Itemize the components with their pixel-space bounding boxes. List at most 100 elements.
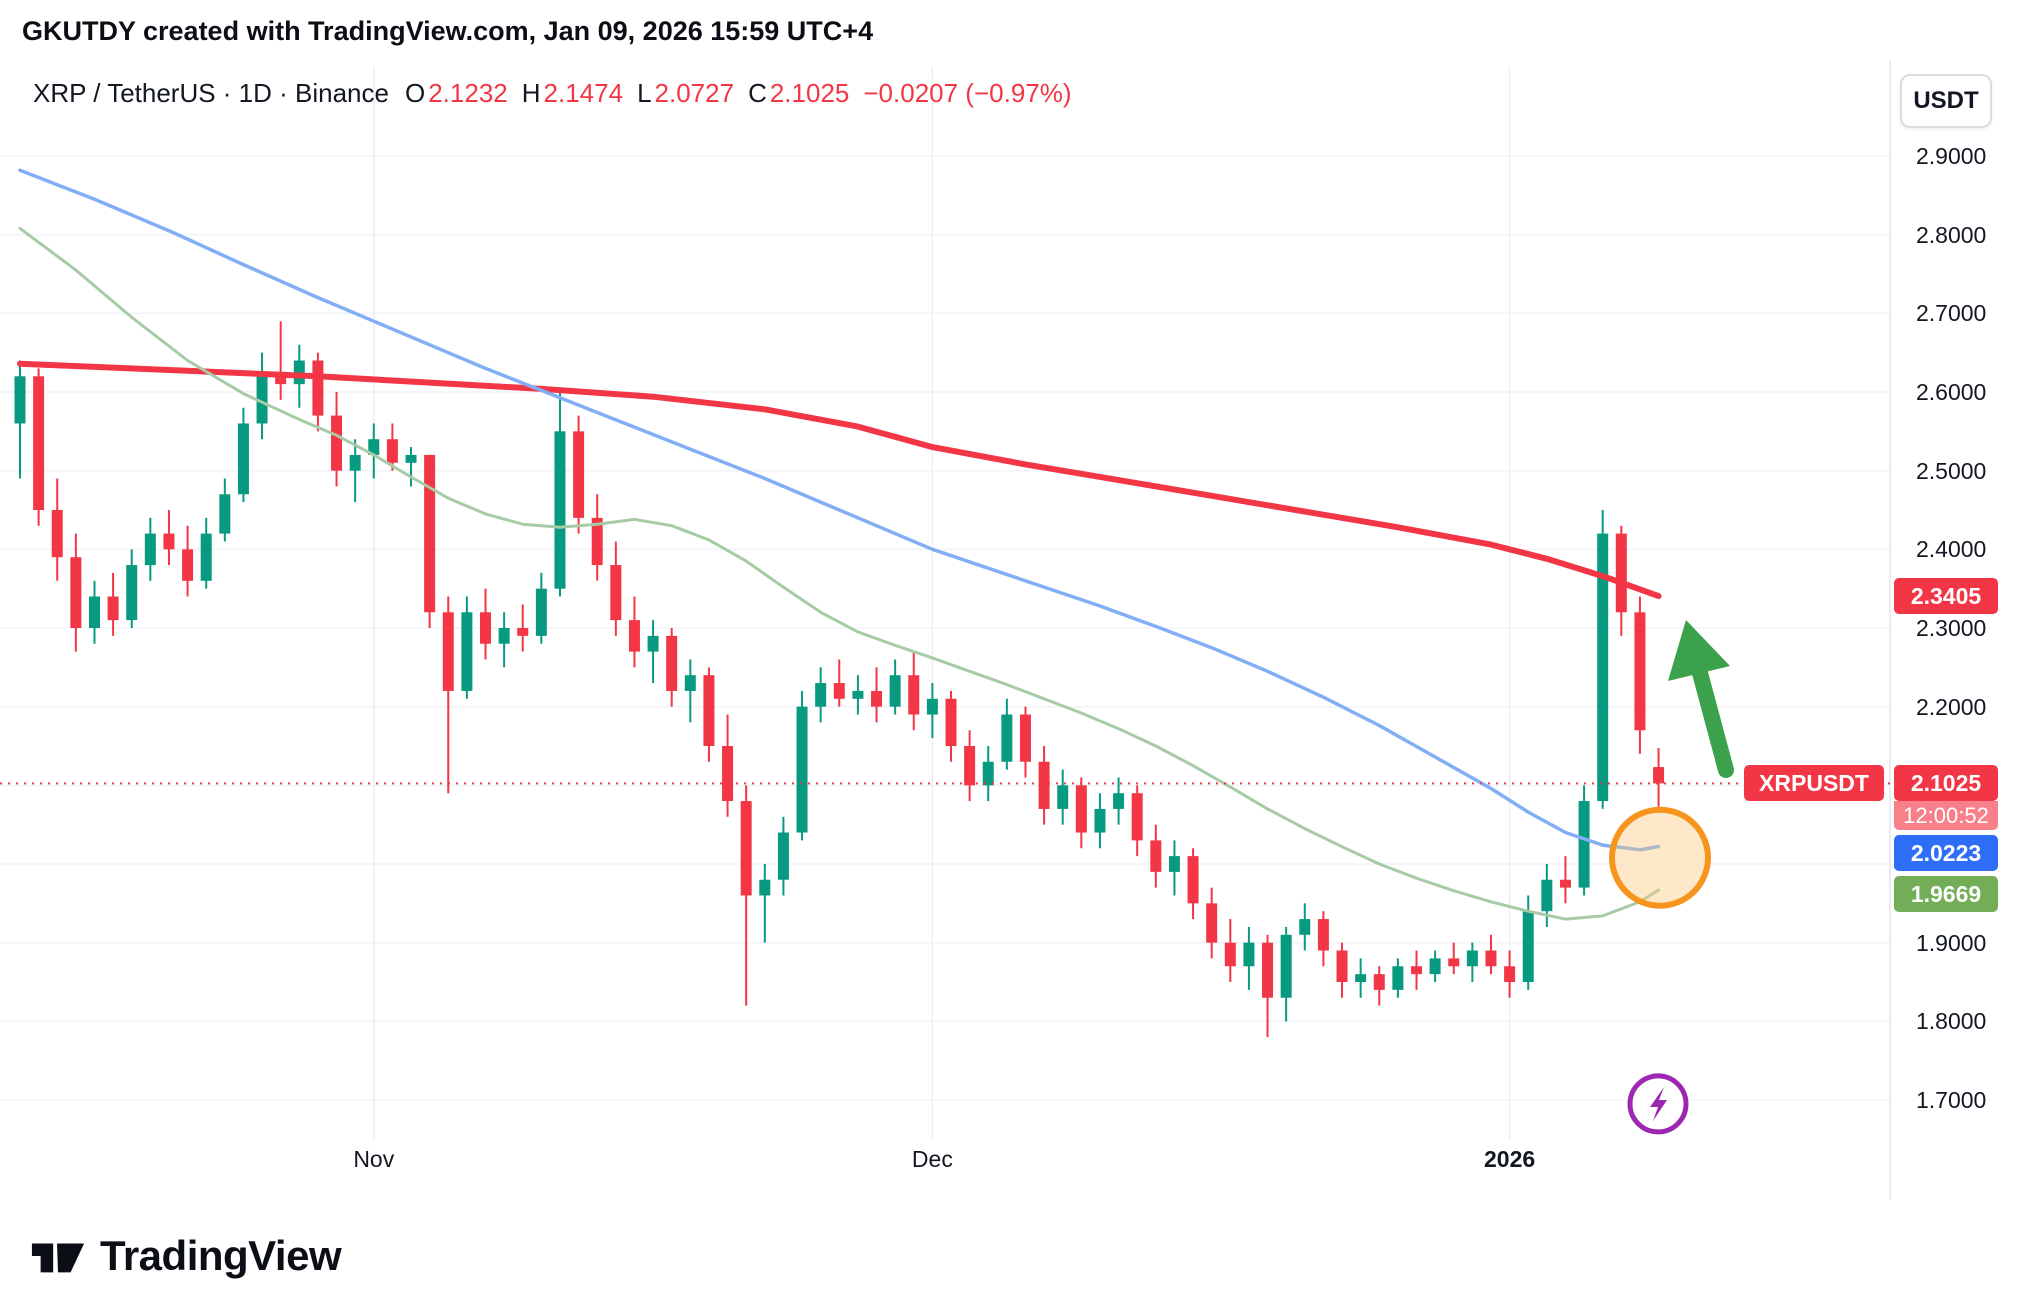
candle-body bbox=[722, 746, 734, 802]
candle-body bbox=[1541, 879, 1553, 912]
candle-body bbox=[1168, 856, 1180, 872]
candle-body bbox=[88, 596, 100, 628]
candle-body bbox=[573, 431, 585, 518]
low-label: L bbox=[637, 78, 652, 108]
candle-body bbox=[442, 612, 454, 691]
red-ma-price-badge: 2.3405 bbox=[1894, 578, 1998, 615]
candle-body bbox=[1187, 856, 1199, 904]
candle-body bbox=[666, 635, 678, 691]
candle-body bbox=[1597, 533, 1609, 802]
candle-body bbox=[1075, 785, 1087, 833]
candle-body bbox=[312, 360, 324, 416]
candle-body bbox=[144, 533, 156, 566]
symbol-price-label: XRPUSDT bbox=[1744, 765, 1884, 802]
candle-body bbox=[1466, 950, 1478, 967]
candle-body bbox=[740, 801, 752, 896]
blue-ma-price-badge: 2.0223 bbox=[1894, 835, 1998, 872]
highlight-circle bbox=[1609, 806, 1711, 909]
candle-body bbox=[293, 360, 305, 385]
candle-body bbox=[1131, 793, 1143, 841]
candle-body bbox=[926, 698, 938, 715]
candle-body bbox=[126, 565, 138, 621]
candle-body bbox=[1243, 942, 1255, 967]
price-axis-label: 2.5000 bbox=[1916, 457, 1987, 484]
candle-body bbox=[908, 675, 920, 715]
candle-body bbox=[1019, 714, 1031, 762]
candle-body bbox=[1262, 942, 1274, 998]
candle-body bbox=[1411, 966, 1422, 975]
currency-toggle-button[interactable]: USDT bbox=[1900, 74, 1992, 128]
candle-body bbox=[1001, 714, 1013, 762]
candle-body bbox=[1429, 958, 1441, 975]
candle-body bbox=[1094, 808, 1106, 833]
tradingview-logo-text: TradingView bbox=[100, 1232, 342, 1279]
candle-body bbox=[1448, 958, 1460, 967]
candle-body bbox=[684, 675, 696, 691]
price-axis-label: 2.8000 bbox=[1916, 221, 1987, 248]
candle-body bbox=[182, 549, 194, 581]
candle-body bbox=[1280, 934, 1292, 998]
candle-body bbox=[815, 683, 827, 707]
price-axis-label: 1.9000 bbox=[1916, 929, 1987, 956]
candle-body bbox=[386, 439, 398, 463]
candle-body bbox=[461, 612, 473, 691]
price-axis-label: 2.9000 bbox=[1916, 143, 1987, 169]
candle-body bbox=[405, 454, 417, 463]
bar-countdown: 12:00:52 bbox=[1894, 801, 1998, 831]
candle-body bbox=[424, 454, 436, 613]
candle-body bbox=[498, 628, 510, 644]
tradingview-logo-icon bbox=[30, 1228, 86, 1284]
price-axis-label: 2.4000 bbox=[1916, 536, 1987, 563]
mid-ma-blue-line bbox=[18, 168, 1661, 852]
change-value: −0.0207 (−0.97%) bbox=[863, 78, 1072, 108]
candle-body bbox=[517, 628, 529, 636]
price-axis-label: 2.3000 bbox=[1916, 615, 1987, 641]
watermark-title: GKUTDY created with TradingView.com, Jan… bbox=[22, 16, 874, 46]
high-value: 2.1474 bbox=[543, 78, 624, 108]
candle-body bbox=[368, 439, 380, 455]
price-axis-label: 1.8000 bbox=[1916, 1008, 1987, 1035]
candle-body bbox=[237, 423, 249, 495]
candle-body bbox=[982, 761, 994, 786]
candle-body bbox=[1634, 612, 1646, 731]
candle-body bbox=[1317, 919, 1329, 951]
candle-body bbox=[275, 376, 287, 385]
candle-body bbox=[1150, 840, 1162, 872]
candle-body bbox=[70, 557, 82, 628]
time-axis-label: 2026 bbox=[1484, 1146, 1536, 1172]
candle-body bbox=[33, 376, 45, 510]
candle-body bbox=[1392, 966, 1404, 990]
candle-body bbox=[1057, 785, 1069, 809]
time-axis-label: Dec bbox=[911, 1146, 953, 1172]
up-arrow-shaft bbox=[1692, 665, 1734, 778]
tradingview-logo[interactable]: TradingView bbox=[30, 1228, 342, 1284]
candle-body bbox=[51, 510, 63, 558]
candle-body bbox=[889, 675, 901, 707]
close-label: C bbox=[748, 78, 767, 108]
candle-body bbox=[535, 588, 547, 636]
candle-body bbox=[1355, 974, 1367, 982]
candle-body bbox=[871, 690, 883, 707]
candle-body bbox=[591, 517, 603, 566]
candle-body bbox=[964, 746, 976, 786]
price-axis-label: 2.7000 bbox=[1916, 300, 1987, 327]
candle-body bbox=[256, 376, 268, 424]
candle-body bbox=[107, 596, 119, 621]
candle-body bbox=[349, 454, 361, 471]
symbol-title[interactable]: XRP / TetherUS · 1D · Binance bbox=[33, 78, 389, 108]
candle-body bbox=[1038, 761, 1050, 809]
candle-body bbox=[1113, 793, 1125, 809]
candle-body bbox=[200, 533, 212, 581]
candle-body bbox=[647, 635, 659, 652]
candle-body bbox=[1336, 950, 1348, 983]
open-label: O bbox=[404, 78, 426, 108]
candle-body bbox=[1504, 966, 1516, 983]
last-price-badge: 2.1025 bbox=[1894, 765, 1998, 802]
candle-body bbox=[833, 683, 845, 699]
candle-body bbox=[1522, 911, 1534, 982]
price-axis[interactable]: 2.3405 2.1025 12:00:52 2.0223 1.9669 2.9… bbox=[1890, 0, 2037, 1309]
candle-body bbox=[554, 431, 566, 589]
